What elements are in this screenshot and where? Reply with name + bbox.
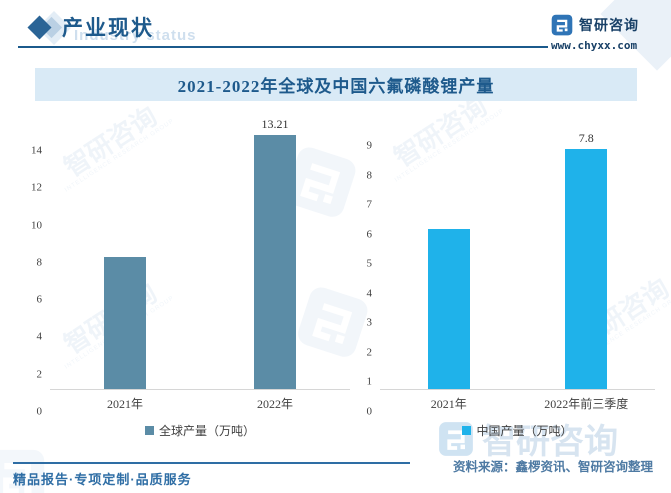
- legend: 中国产量（万吨）: [350, 422, 655, 439]
- header-ghost-watermark: Industry status: [74, 27, 197, 44]
- brand-name: 智研咨询: [579, 17, 639, 33]
- plot-area: 13.21: [50, 117, 350, 390]
- china-production-chart: 9 8 7 6 5 4 3 2 1 0 7.8 2021年 2022年前三季度 中国产量（万吨）: [350, 112, 655, 439]
- bar-column: [50, 117, 200, 389]
- chart-title-banner: 2021-2022年全球及中国六氟磷酸锂产量: [35, 68, 637, 101]
- bar-value-label: 13.21: [261, 117, 289, 131]
- y-tick-label: 2: [36, 368, 43, 381]
- y-tick-label: 3: [366, 316, 373, 329]
- x-tick-label: 2021年: [430, 397, 467, 411]
- y-tick-label: 0: [366, 405, 373, 418]
- global-production-chart: 14 12 10 8 6 4 2 0 13.21 2021年 2022年 全球产量（万吨）: [20, 117, 350, 439]
- y-axis: 14 12 10 8 6 4 2 0: [20, 140, 50, 417]
- header-divider: [18, 46, 548, 48]
- chart-title: 2021-2022年全球及中国六氟磷酸锂产量: [177, 77, 495, 96]
- brand-url: www.chyxx.com: [551, 39, 638, 52]
- bar-column: [380, 112, 518, 389]
- x-tick-label: 2022年: [256, 397, 293, 411]
- footer-slogan: 精品报告·专项定制·品质服务: [13, 472, 192, 487]
- data-source: 资料来源：鑫椤资讯、智研咨询整理: [452, 460, 653, 474]
- y-tick-label: 8: [36, 256, 43, 269]
- bar-column: 7.8: [518, 112, 656, 389]
- y-tick-label: 12: [31, 181, 42, 194]
- bar: [427, 228, 470, 389]
- y-tick-label: 14: [31, 144, 42, 157]
- bar: [254, 135, 296, 389]
- y-tick-label: 6: [36, 293, 43, 306]
- legend-label: 中国产量（万吨）: [476, 424, 573, 438]
- maze-logo-icon: [551, 14, 573, 36]
- section-title: 产业现状: [62, 16, 154, 40]
- legend-swatch: [462, 426, 472, 435]
- x-tick-label: 2022年前三季度: [544, 397, 629, 411]
- x-axis: 2021年 2022年前三季度: [380, 390, 655, 412]
- y-tick-label: 7: [366, 198, 373, 211]
- x-axis: 2021年 2022年: [50, 390, 350, 412]
- y-tick-label: 4: [366, 287, 373, 300]
- y-tick-label: 9: [366, 139, 373, 152]
- footer-divider: [13, 462, 410, 464]
- bar-column: 13.21: [200, 117, 350, 389]
- legend-label: 全球产量（万吨）: [158, 424, 255, 438]
- x-tick-label: 2021年: [106, 397, 143, 411]
- y-tick-label: 6: [366, 228, 373, 241]
- y-tick-label: 8: [366, 169, 373, 182]
- bar-value-label: 7.8: [578, 130, 594, 145]
- brand-logo: 智研咨询 www.chyxx.com: [551, 14, 651, 52]
- plot-area: 7.8: [380, 112, 655, 390]
- y-tick-label: 2: [366, 346, 373, 359]
- y-axis: 9 8 7 6 5 4 3 2 1 0: [350, 135, 380, 417]
- bar: [565, 148, 608, 389]
- y-tick-label: 5: [366, 257, 373, 270]
- y-tick-label: 4: [36, 330, 43, 343]
- legend: 全球产量（万吨）: [20, 422, 350, 439]
- y-tick-label: 0: [36, 405, 43, 418]
- legend-swatch: [144, 426, 154, 435]
- y-tick-label: 1: [366, 375, 373, 388]
- y-tick-label: 10: [31, 219, 42, 232]
- bar: [104, 256, 146, 389]
